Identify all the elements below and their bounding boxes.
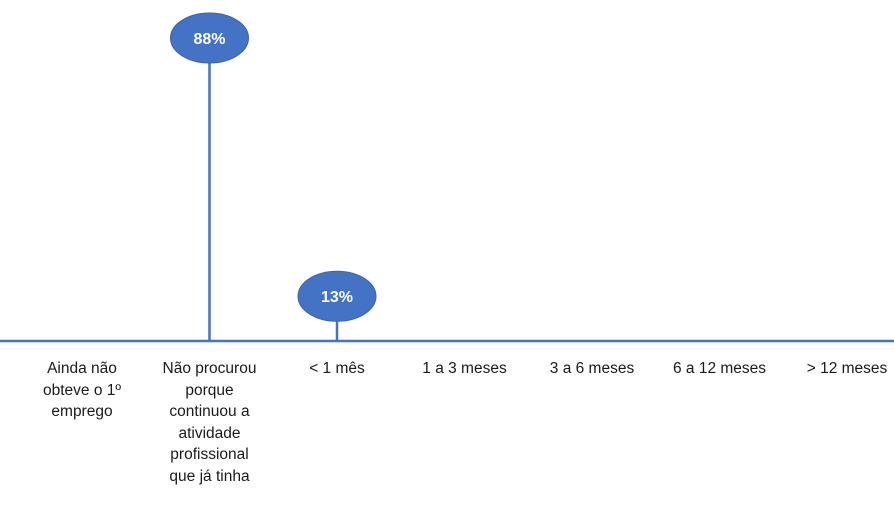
category-label-cat-1: Ainda não obteve o 1º emprego	[42, 360, 122, 420]
marker-cat-2	[170, 12, 249, 64]
category-label-cat-4: 1 a 3 meses	[422, 360, 507, 377]
category-label-cat-5: 3 a 6 meses	[549, 360, 635, 377]
data-label-cat-2: 88%	[193, 31, 225, 48]
category-label-cat-2: Não procurou porque continuou a atividad…	[162, 360, 257, 485]
marker-cat-3	[297, 270, 377, 322]
category-label-cat-3: < 1 mês	[309, 360, 365, 377]
category-label-cat-6: 6 a 12 meses	[672, 360, 767, 377]
category-label-cat-7: > 12 meses	[806, 360, 888, 377]
markers-group: 88% 13%	[170, 12, 377, 322]
data-label-cat-3: 13%	[321, 289, 353, 306]
